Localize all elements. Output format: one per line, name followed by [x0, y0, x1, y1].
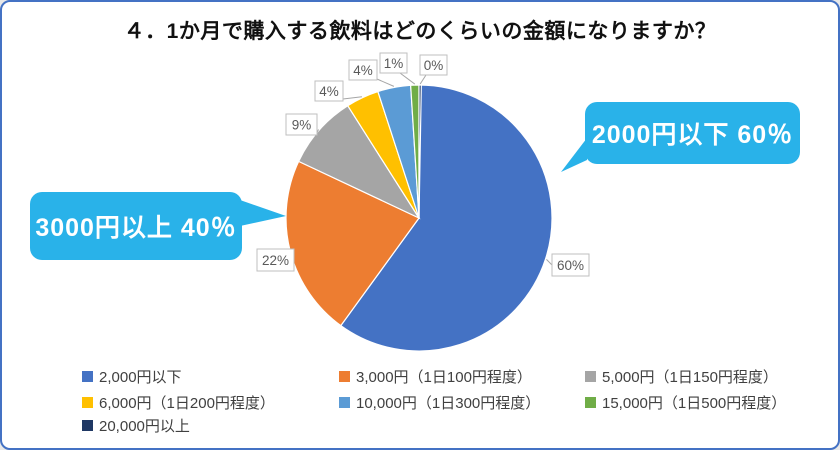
pie-slice-6 — [418, 84, 422, 219]
callout-right-tail-icon — [561, 138, 587, 172]
data-label-leader-line-3 — [342, 96, 363, 100]
data-label-text-2: 9% — [292, 118, 312, 133]
data-label-box-2 — [285, 113, 318, 136]
data-label-text-0: 60% — [557, 258, 584, 273]
data-label-text-4: 4% — [353, 63, 373, 78]
data-label-box-0 — [551, 253, 590, 277]
data-label-text-1: 22% — [262, 253, 289, 268]
callout-right-text: 2000円以下 60％ — [591, 121, 794, 149]
data-label-box-6 — [419, 54, 448, 76]
data-label-box-3 — [314, 80, 344, 102]
callout-bubble-left: 3000円以上 40％ — [30, 192, 286, 260]
callout-left-tail-icon — [240, 200, 286, 226]
data-label-leader-line-5 — [399, 72, 416, 85]
data-label-text-3: 4% — [319, 84, 339, 99]
data-label-leader-line-4 — [376, 78, 395, 87]
data-label-text-5: 1% — [384, 56, 404, 71]
data-label-box-1 — [256, 248, 295, 272]
data-label-leader-line-0 — [546, 259, 553, 266]
data-label-box-4 — [348, 59, 378, 81]
data-label-box-5 — [379, 52, 408, 74]
data-label-leader-line-6 — [419, 74, 427, 85]
pie-slice-0 — [339, 84, 553, 352]
callout-bubble-right: 2000円以下 60％ — [561, 102, 800, 172]
callout-left-text: 3000円以上 40％ — [35, 214, 237, 242]
chart-title: ４．1か月で購入する飲料はどのくらいの金額になりますか？ — [123, 20, 717, 43]
data-label-text-6: 0% — [424, 58, 444, 73]
